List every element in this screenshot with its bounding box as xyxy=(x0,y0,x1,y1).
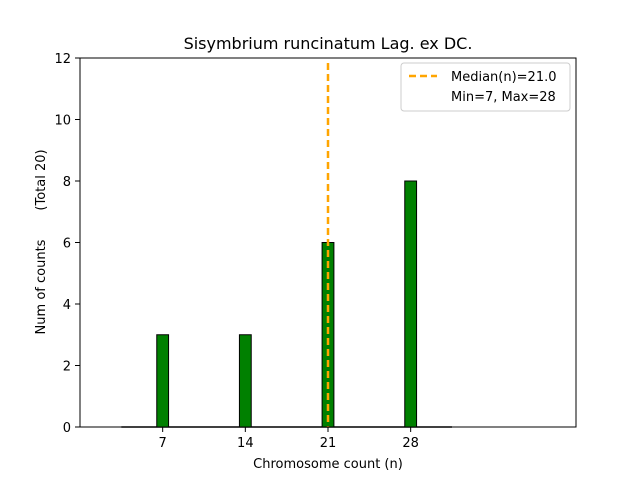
x-tick-label: 14 xyxy=(237,436,254,451)
legend-range-label: Min=7, Max=28 xyxy=(451,90,556,105)
y-axis-label: Num of counts xyxy=(34,239,49,334)
y-tick-label: 6 xyxy=(63,237,71,252)
bar-28 xyxy=(404,180,418,428)
y-tick-label: 0 xyxy=(63,421,71,436)
x-tick-label: 28 xyxy=(402,436,419,451)
bar-14 xyxy=(238,334,252,428)
y-tick-label: 8 xyxy=(63,175,71,190)
y-tick-label: 2 xyxy=(63,360,71,375)
x-tick-label: 7 xyxy=(159,436,167,451)
x-ticks-group: 7 14 21 28 xyxy=(159,427,419,451)
y-tick-label: 10 xyxy=(54,114,71,129)
y-tick-label: 4 xyxy=(63,298,71,313)
legend: Median(n)=21.0 Min=7, Max=28 xyxy=(400,62,571,112)
legend-box xyxy=(400,62,571,112)
chart-title: Sisymbrium runcinatum Lag. ex DC. xyxy=(184,34,473,53)
x-axis-label: Chromosome count (n) xyxy=(253,457,403,472)
y-axis-total-label: (Total 20) xyxy=(34,149,49,210)
y-tick-label: 12 xyxy=(54,52,71,67)
y-ticks-group: 0 2 4 6 8 10 12 xyxy=(54,52,80,436)
legend-median-label: Median(n)=21.0 xyxy=(451,70,557,85)
bar-7 xyxy=(156,334,170,428)
plot-frame xyxy=(79,57,577,428)
x-tick-label: 21 xyxy=(320,436,337,451)
